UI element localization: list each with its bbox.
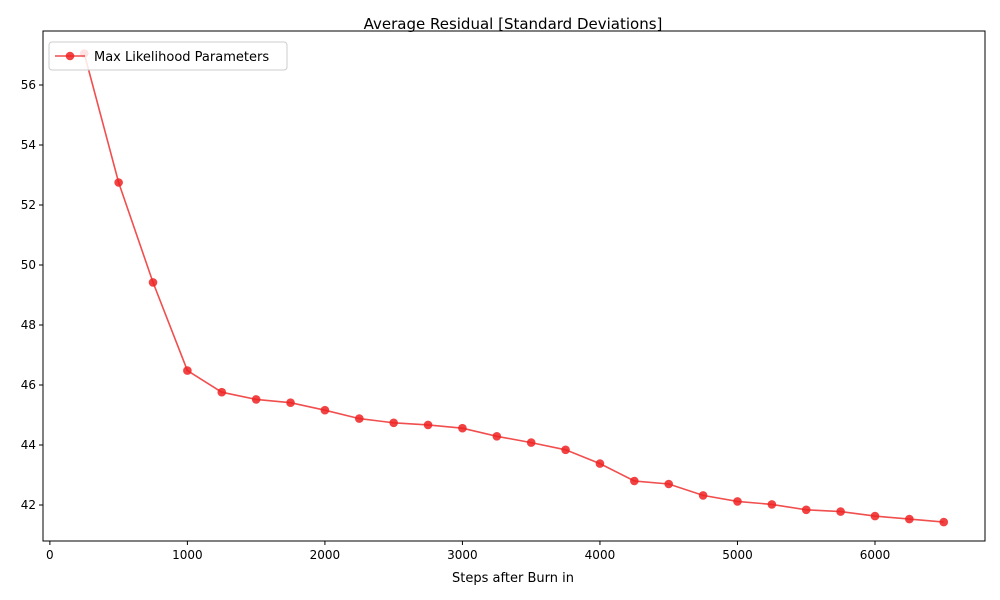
data-point: [492, 432, 502, 441]
x-tick-label: 1000: [172, 548, 203, 562]
legend-box: [48, 41, 288, 71]
data-point: [423, 420, 433, 430]
x-tick-label: 0: [46, 548, 54, 562]
y-tick-label: 42: [21, 498, 36, 512]
x-tick-label: 5000: [722, 548, 753, 562]
series-line: [83, 53, 944, 523]
data-point: [389, 418, 398, 428]
data-point: [801, 505, 811, 515]
data-point: [217, 387, 227, 397]
data-point: [526, 438, 536, 447]
data-point: [870, 511, 880, 521]
x-tick-label: 2000: [310, 548, 341, 562]
x-axis-label: Steps after Burn in: [452, 571, 574, 586]
data-point: [630, 476, 639, 486]
data-point: [698, 491, 708, 500]
plot-area: 0 1000 2000 3000 4000 5000 6000 42 44 46 48 50 52 54 5…: [21, 30, 986, 562]
y-tick-label: 56: [21, 78, 36, 92]
data-point: [664, 479, 674, 489]
data-point: [251, 395, 261, 404]
x-tick-label: 4000: [585, 548, 616, 562]
data-point: [561, 445, 570, 455]
axes-frame: [42, 30, 986, 542]
data-point: [836, 507, 845, 516]
legend: Max Likelihood Parameters: [48, 41, 288, 71]
y-tick-label: 52: [21, 198, 36, 212]
data-point: [767, 500, 777, 509]
chart-title: Average Residual [Standard Deviations]: [364, 15, 663, 33]
data-point: [320, 405, 330, 415]
legend-marker: [65, 51, 75, 61]
y-tick-label: 48: [21, 318, 36, 332]
data-point: [939, 517, 949, 527]
data-point: [148, 278, 158, 287]
x-tick-label: 6000: [860, 548, 891, 562]
data-point: [286, 398, 295, 408]
data-point: [354, 414, 364, 423]
data-point: [595, 459, 605, 468]
data-point: [733, 497, 742, 506]
legend-label: Max Likelihood Parameters: [94, 50, 269, 65]
y-tick-label: 54: [21, 138, 36, 152]
data-point: [458, 423, 467, 433]
x-tick-label: 3000: [447, 548, 478, 562]
data-point: [905, 514, 914, 524]
y-tick-label: 44: [21, 438, 36, 452]
y-tick-label: 50: [21, 258, 36, 272]
data-point: [114, 178, 123, 187]
data-point: [183, 366, 192, 375]
y-tick-label: 46: [21, 378, 36, 392]
